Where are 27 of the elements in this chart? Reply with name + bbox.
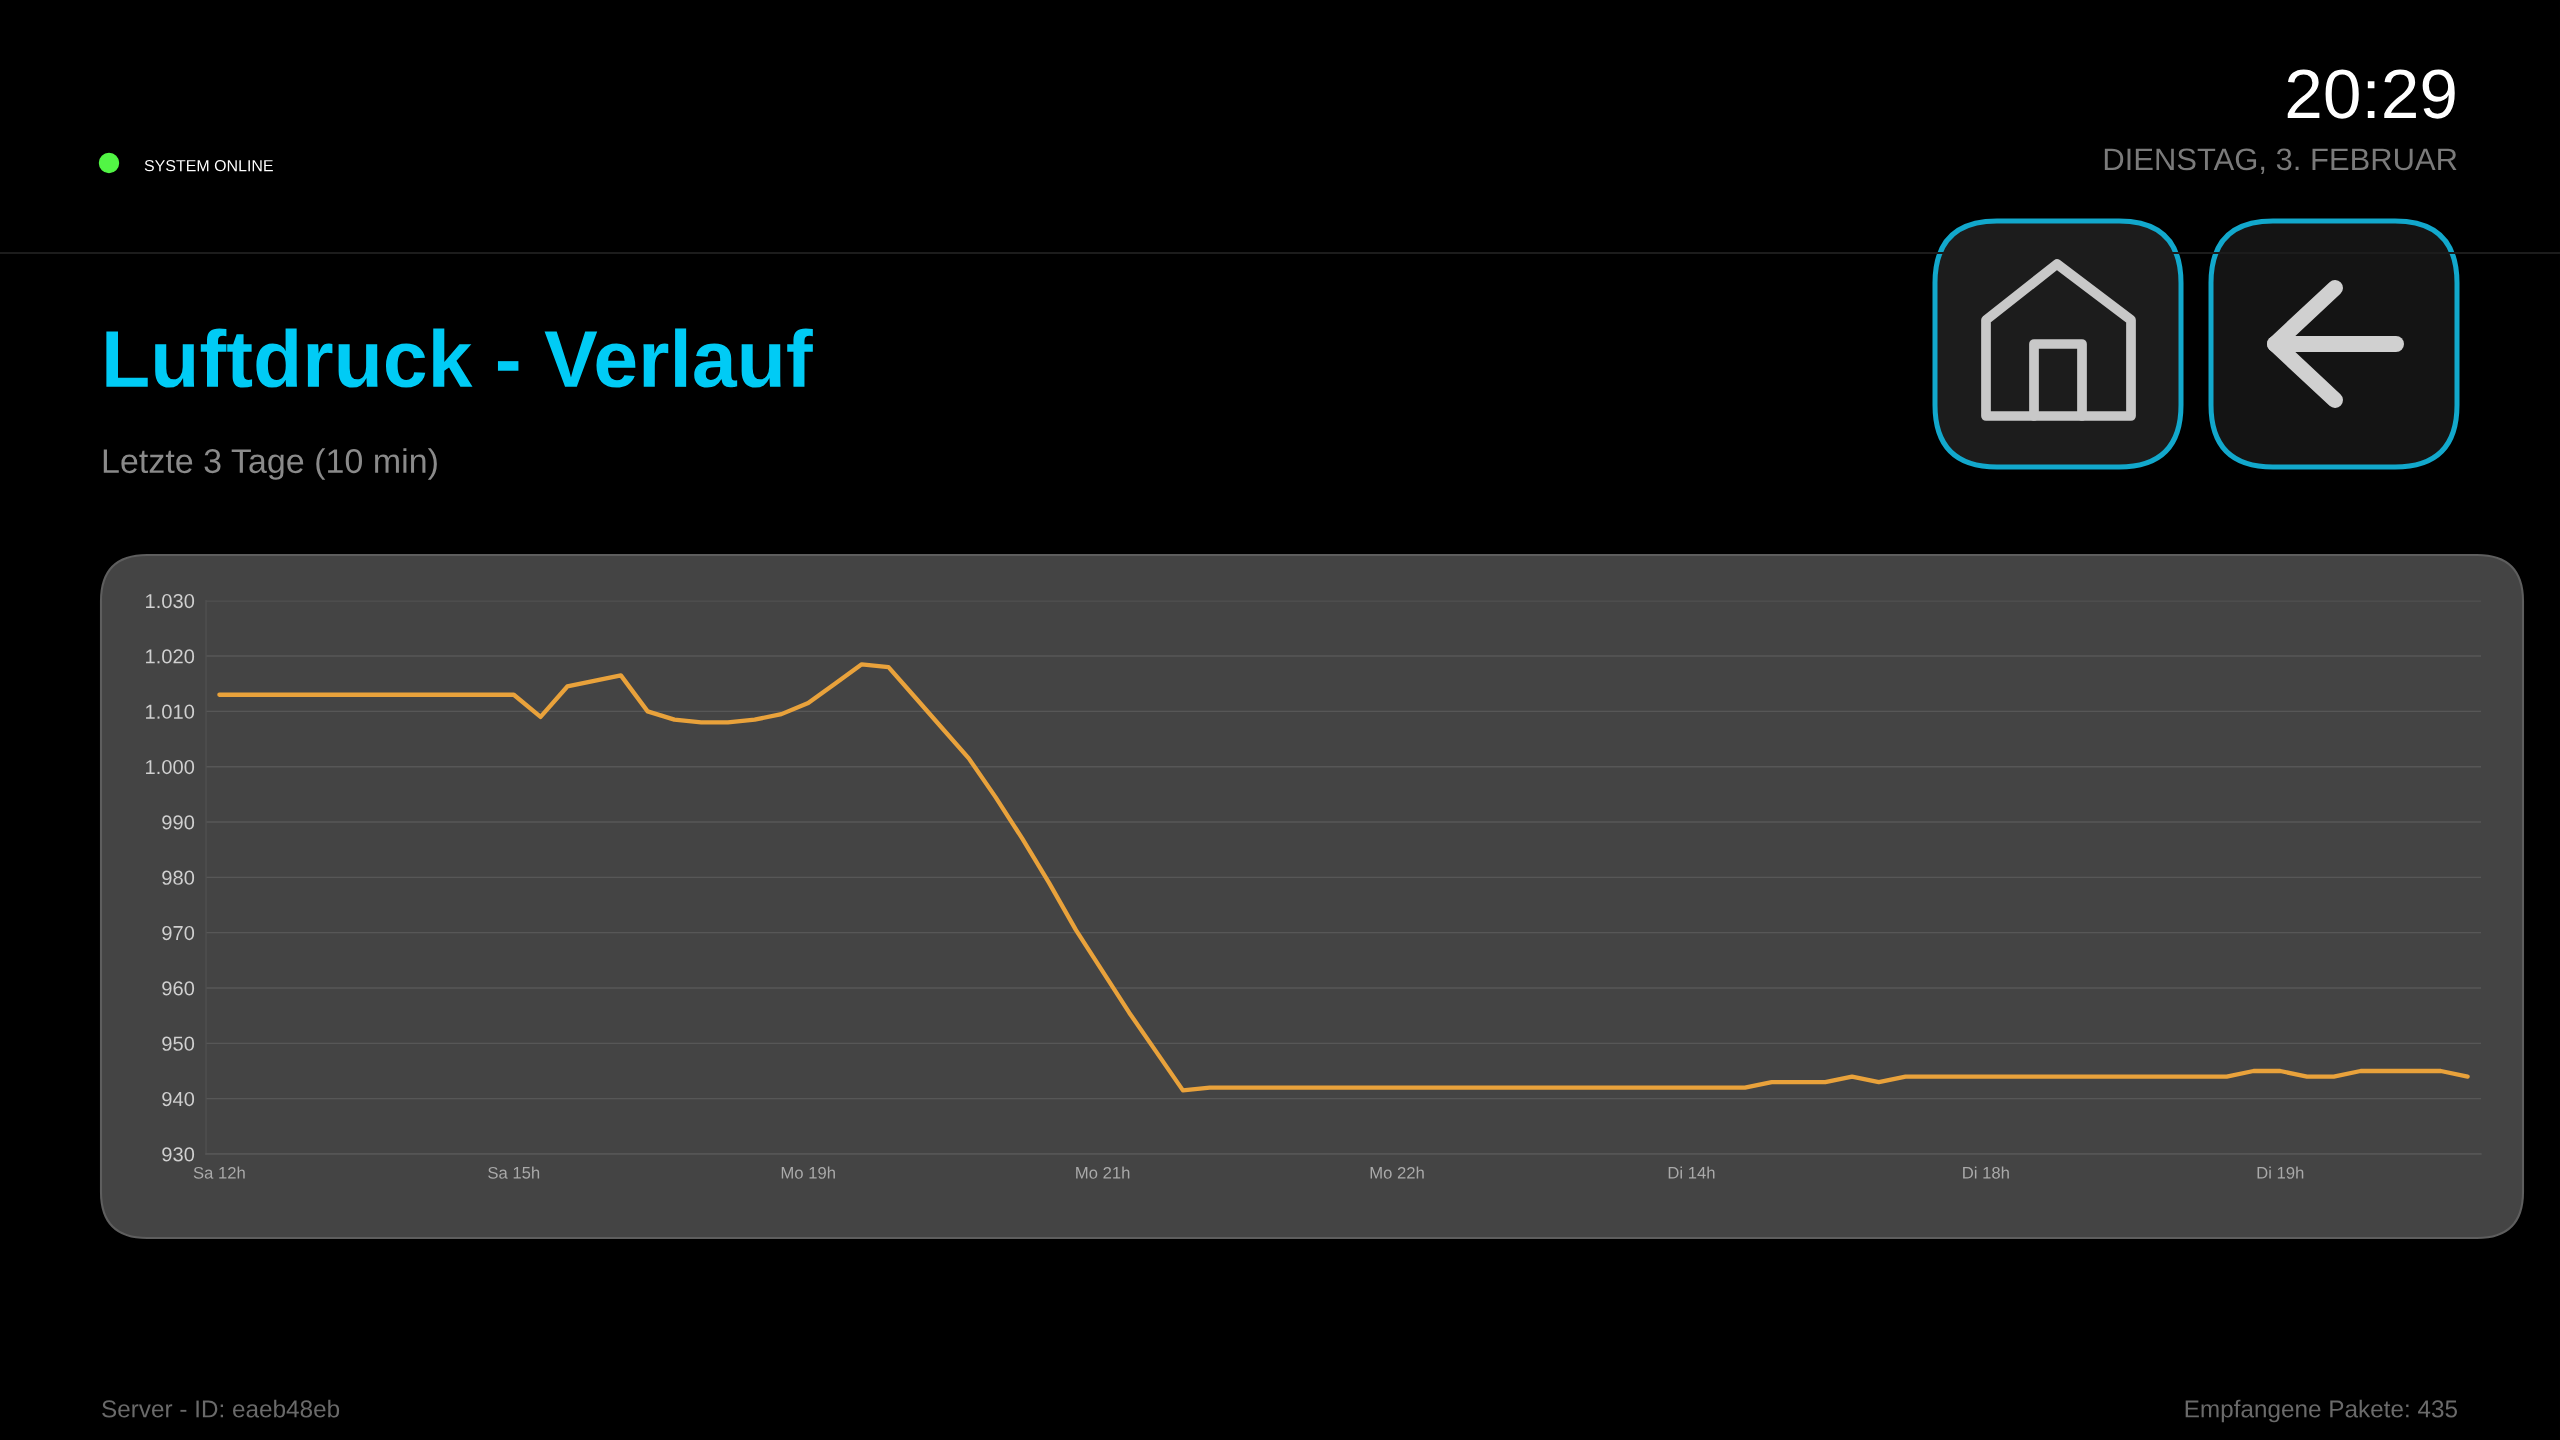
x-tick-label: Mo 19h bbox=[781, 1166, 835, 1179]
x-tick-label: Mo 22h bbox=[1370, 1166, 1424, 1179]
text: SYSTEM ONLINE bbox=[144, 159, 273, 172]
y-tick-label: 960 bbox=[162, 981, 195, 996]
y-tick-label: 1.020 bbox=[146, 649, 195, 664]
chart-title: Luftdruck - Verlauf bbox=[106, 328, 813, 388]
chart-subtitle: Letzte 3 Tage (10 min) bbox=[103, 448, 437, 480]
x-tick-label: Di 18h bbox=[1963, 1166, 2009, 1179]
text: Server - ID: eaeb48eb bbox=[102, 1399, 340, 1418]
y-tick-label: 930 bbox=[162, 1147, 195, 1162]
y-tick-label: 1.000 bbox=[146, 759, 195, 775]
y-tick-label: 1.010 bbox=[146, 704, 195, 719]
y-tick-label: 980 bbox=[162, 870, 195, 885]
y-tick-label: 990 bbox=[162, 815, 195, 830]
x-tick-label: Di 14h bbox=[1668, 1166, 1715, 1179]
y-tick-label: 950 bbox=[162, 1036, 195, 1051]
line-series bbox=[217, 662, 2470, 1093]
x-tick-label: Mo 21h bbox=[1076, 1166, 1130, 1179]
y-tick-label: 940 bbox=[162, 1091, 195, 1107]
x-tick-label: Di 19h bbox=[2257, 1166, 2304, 1179]
y-tick-label: 1.030 bbox=[146, 593, 195, 609]
text: 20:29 bbox=[2287, 69, 2455, 119]
text: Empfangene Pakete: 435 bbox=[2185, 1399, 2457, 1423]
x-tick-label: Sa 12h bbox=[193, 1166, 245, 1179]
x-tick-label: Sa 15h bbox=[488, 1166, 540, 1179]
y-tick-label: 970 bbox=[162, 925, 195, 941]
text: DIENSTAG, 3. FEBRUAR bbox=[2104, 148, 2457, 174]
